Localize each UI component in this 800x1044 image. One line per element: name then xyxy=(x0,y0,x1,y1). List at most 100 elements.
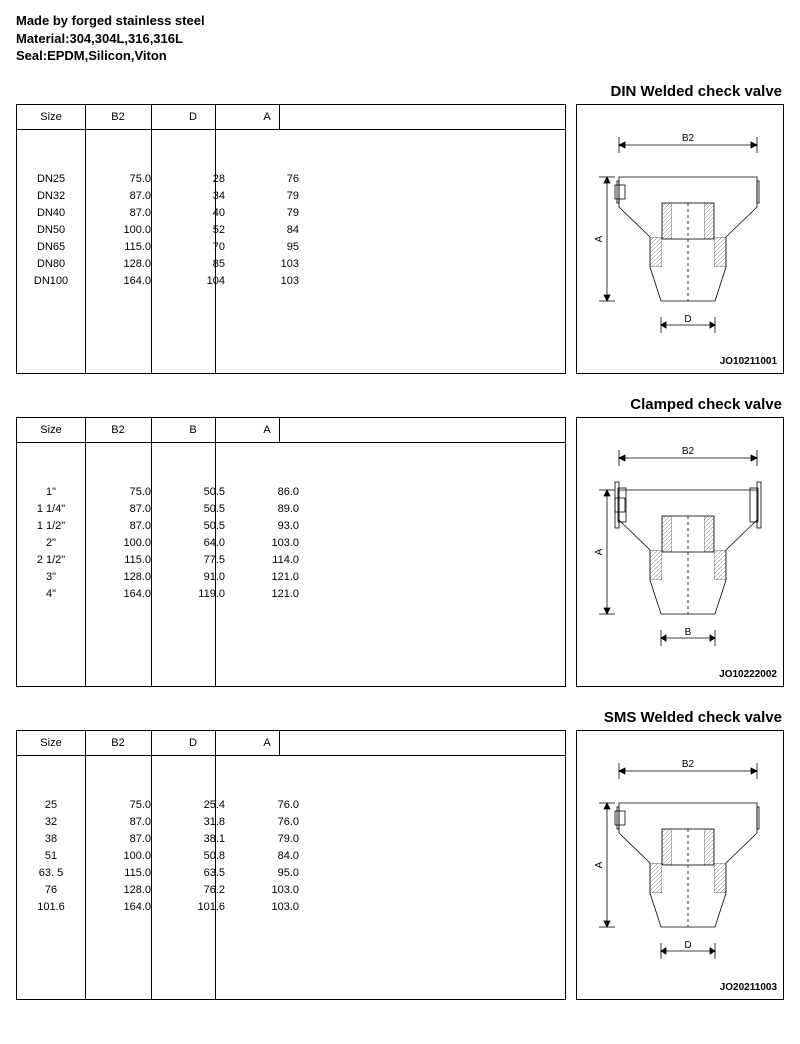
table-row: DN2575.02876 xyxy=(17,171,565,188)
table-row: DN50100.05284 xyxy=(17,222,565,239)
table-row: DN4087.04079 xyxy=(17,205,565,222)
header-line-2: Material:304,304L,316,316L xyxy=(16,30,784,48)
table-row: 2575.025.476.0 xyxy=(17,797,565,814)
table-cell: 101.6 xyxy=(17,899,85,916)
table-cell: 89.0 xyxy=(235,501,309,518)
table-row: 3"128.091.0121.0 xyxy=(17,569,565,586)
table-row: DN80128.085103 xyxy=(17,256,565,273)
dim-label-left: A xyxy=(594,861,605,868)
dim-label-top: B2 xyxy=(682,759,695,770)
table-cell: 87.0 xyxy=(85,518,161,535)
table-cell xyxy=(309,501,565,518)
table-cell: 75.0 xyxy=(85,797,161,814)
table-cell: 103 xyxy=(235,256,309,273)
table-cell: 114.0 xyxy=(235,552,309,569)
column-separator xyxy=(85,731,86,1000)
spec-section: Clamped check valveSizeB2BA1"75.050.586.… xyxy=(16,396,784,687)
header-rule xyxy=(17,755,565,756)
column-header: A xyxy=(235,731,309,755)
table-cell xyxy=(309,569,565,586)
dim-label-top: B2 xyxy=(682,446,695,457)
table-cell xyxy=(309,814,565,831)
column-separator xyxy=(85,105,86,374)
table-cell: 103.0 xyxy=(235,535,309,552)
spec-header: Made by forged stainless steel Material:… xyxy=(16,12,784,65)
diagram-box: B2ADJO10211001 xyxy=(576,104,784,374)
table-cell: 85 xyxy=(161,256,235,273)
valve-diagram: B2AD xyxy=(577,731,783,999)
table-cell: 103.0 xyxy=(235,899,309,916)
table-cell: 79.0 xyxy=(235,831,309,848)
column-header xyxy=(309,731,565,755)
table-row: 1 1/4"87.050.589.0 xyxy=(17,501,565,518)
table-cell xyxy=(309,797,565,814)
table-cell: 128.0 xyxy=(85,256,161,273)
column-header: B2 xyxy=(85,418,161,442)
table-cell: 64.0 xyxy=(161,535,235,552)
table-cell: 52 xyxy=(161,222,235,239)
table-cell: 101.6 xyxy=(161,899,235,916)
table-cell: 40 xyxy=(161,205,235,222)
table-row: 76128.076.2103.0 xyxy=(17,882,565,899)
table-cell: DN25 xyxy=(17,171,85,188)
spec-table: SizeB2DADN2575.02876DN3287.03479DN4087.0… xyxy=(17,105,565,290)
table-cell: 63. 5 xyxy=(17,865,85,882)
column-separator xyxy=(215,731,216,1000)
table-cell: 128.0 xyxy=(85,882,161,899)
table-cell: 164.0 xyxy=(85,899,161,916)
valve-diagram: B2AB xyxy=(577,418,783,686)
column-header xyxy=(309,418,565,442)
table-cell xyxy=(309,899,565,916)
diagram-box: B2ADJO20211003 xyxy=(576,730,784,1000)
column-header: D xyxy=(161,105,235,129)
spec-table: SizeB2DA2575.025.476.03287.031.876.03887… xyxy=(17,731,565,916)
table-cell: 50.5 xyxy=(161,518,235,535)
table-cell xyxy=(309,882,565,899)
table-row: 1 1/2"87.050.593.0 xyxy=(17,518,565,535)
table-cell: 86.0 xyxy=(235,484,309,501)
table-cell: 121.0 xyxy=(235,569,309,586)
spec-section: DIN Welded check valveSizeB2DADN2575.028… xyxy=(16,83,784,374)
table-cell: 95 xyxy=(235,239,309,256)
table-cell: 2" xyxy=(17,535,85,552)
table-cell: 2 1/2" xyxy=(17,552,85,569)
table-cell: DN40 xyxy=(17,205,85,222)
table-cell: 103 xyxy=(235,273,309,290)
section-title: DIN Welded check valve xyxy=(16,83,784,100)
table-cell xyxy=(309,484,565,501)
table-cell xyxy=(309,188,565,205)
column-header xyxy=(309,105,565,129)
table-cell: 87.0 xyxy=(85,188,161,205)
table-cell xyxy=(309,518,565,535)
table-cell: 103.0 xyxy=(235,882,309,899)
table-cell: 38.1 xyxy=(161,831,235,848)
table-cell xyxy=(309,552,565,569)
table-cell: 100.0 xyxy=(85,535,161,552)
table-cell: 79 xyxy=(235,188,309,205)
table-cell: 32 xyxy=(17,814,85,831)
table-cell: 50.8 xyxy=(161,848,235,865)
table-row: 3887.038.179.0 xyxy=(17,831,565,848)
column-header: A xyxy=(235,105,309,129)
table-cell: 25.4 xyxy=(161,797,235,814)
column-separator xyxy=(151,731,152,1000)
column-header: B2 xyxy=(85,105,161,129)
table-cell: 77.5 xyxy=(161,552,235,569)
dim-label-bottom: D xyxy=(684,314,691,325)
table-cell: 34 xyxy=(161,188,235,205)
table-cell: 115.0 xyxy=(85,552,161,569)
table-cell: 100.0 xyxy=(85,222,161,239)
table-row: 2"100.064.0103.0 xyxy=(17,535,565,552)
header-line-3: Seal:EPDM,Silicon,Viton xyxy=(16,47,784,65)
table-cell xyxy=(309,205,565,222)
table-cell: 75.0 xyxy=(85,171,161,188)
column-header: B xyxy=(161,418,235,442)
section-title: SMS Welded check valve xyxy=(16,709,784,726)
table-cell: 28 xyxy=(161,171,235,188)
table-cell: DN80 xyxy=(17,256,85,273)
table-row: DN65115.07095 xyxy=(17,239,565,256)
section-title: Clamped check valve xyxy=(16,396,784,413)
table-cell xyxy=(309,273,565,290)
table-cell: 75.0 xyxy=(85,484,161,501)
table-cell: 115.0 xyxy=(85,239,161,256)
